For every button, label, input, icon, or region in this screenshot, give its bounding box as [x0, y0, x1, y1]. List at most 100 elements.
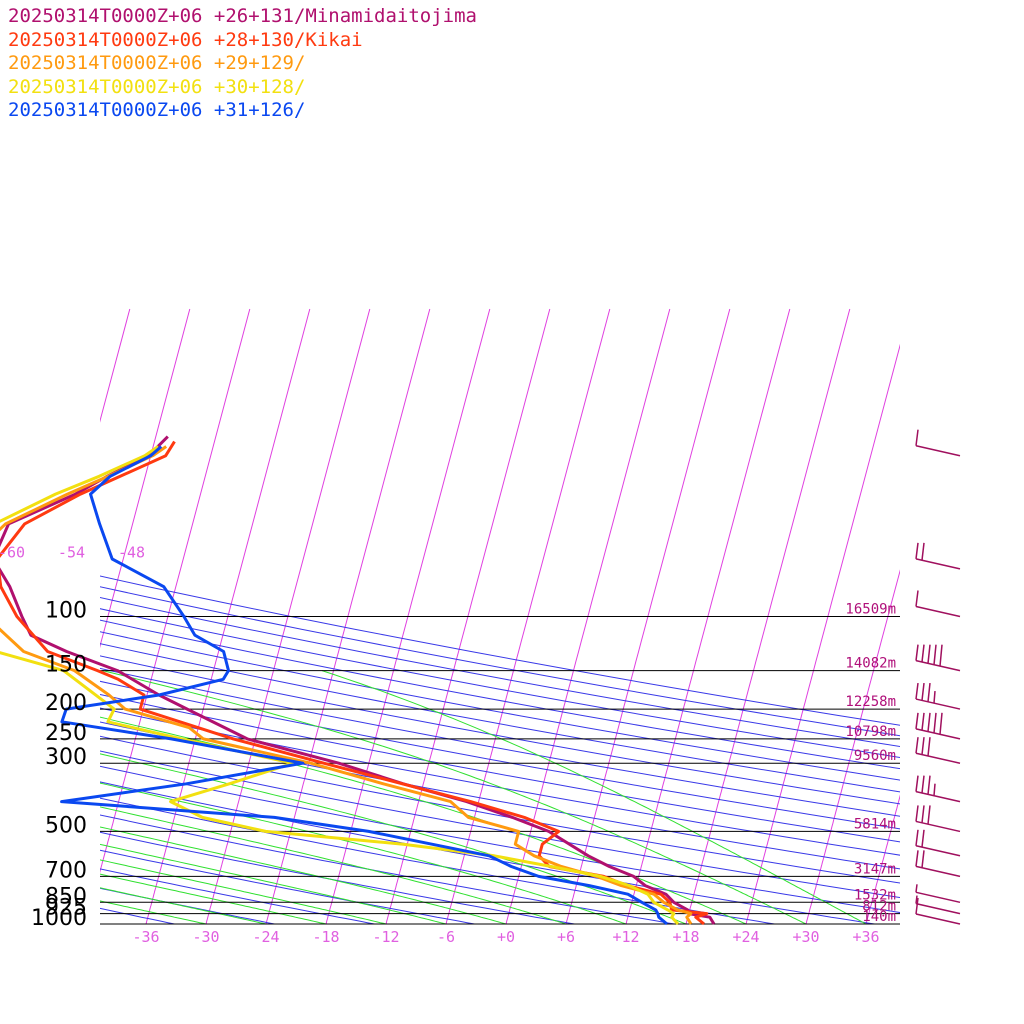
pressure-label: 1000 — [31, 906, 87, 931]
wind-barb-staff — [915, 913, 961, 925]
dry-adiabat-line — [100, 831, 575, 924]
dry-adiabat-line — [100, 643, 900, 793]
height-label: 14082m — [845, 656, 896, 672]
wind-barb-staff — [915, 605, 961, 618]
dry-adiabat-line — [100, 575, 900, 726]
isobars — [100, 616, 900, 925]
wind-barb-flag — [915, 850, 919, 867]
axis-labels: 100 16509m 150 14082m 200 12258m 250 10798m 300 9… — [0, 543, 896, 946]
wind-barb-flag — [915, 590, 919, 607]
wind-barb-flag — [933, 712, 937, 734]
wind-barb — [915, 829, 961, 857]
pressure-label: 850 — [45, 884, 87, 909]
height-label: 1532m — [854, 887, 896, 903]
wind-barb-flag — [927, 805, 931, 825]
moist-adiabat-line — [100, 900, 207, 924]
pressure-label: 500 — [45, 813, 87, 838]
height-label: 12258m — [845, 694, 896, 710]
temp-tick-label: +18 — [672, 928, 699, 946]
wind-barb-flag — [921, 644, 925, 663]
temp-tick-label: -36 — [132, 928, 159, 946]
isotherm-line — [745, 343, 900, 924]
wind-barb-flag — [915, 805, 919, 822]
wind-barb-staff — [915, 902, 961, 915]
wind-barb-flag — [921, 712, 925, 731]
temp-tick-label: -24 — [252, 928, 279, 946]
wind-barb — [915, 895, 961, 915]
wind-barb — [915, 712, 961, 740]
temp-tick-label: -12 — [372, 928, 399, 946]
wind-barb-half — [933, 783, 936, 796]
isotherm-line — [505, 308, 671, 924]
dry-adiabat-line — [100, 586, 900, 737]
isotherm-line — [926, 309, 1024, 924]
height-label: 16509m — [845, 602, 896, 618]
dry-adiabat-line — [100, 619, 900, 770]
height-label: 9560m — [854, 748, 896, 764]
dry-adiabat-line — [100, 797, 775, 924]
upper-temp-label: -54 — [58, 543, 85, 561]
legend-item-31-126: 20250314T0000Z+06 +31+126/ — [8, 99, 306, 121]
upper-temp-label: -48 — [118, 543, 145, 561]
dry-adiabat-line — [100, 721, 900, 870]
wind-barb-flag — [921, 542, 925, 561]
wind-barb-flag — [921, 829, 925, 848]
dry-adiabat-line — [100, 680, 900, 830]
wind-barb-staff — [915, 558, 961, 570]
pressure-label: 925 — [45, 896, 87, 921]
wind-barb-flag — [921, 850, 925, 868]
temp-tick-label: -18 — [312, 928, 339, 946]
temperature-profiles — [0, 435, 716, 926]
wind-barb-staff — [915, 752, 961, 764]
wind-barb — [915, 897, 961, 925]
height-label: 5814m — [854, 816, 896, 832]
upper-temp-label: -60 — [0, 543, 25, 561]
moist-adiabat-line — [100, 843, 447, 924]
wind-barb — [915, 805, 961, 833]
wind-barb-flag — [921, 682, 925, 701]
moist-adiabat-line — [100, 753, 687, 924]
wind-barb-flag — [939, 644, 943, 667]
wind-barb — [915, 682, 961, 710]
dry-adiabat-line — [100, 655, 900, 805]
height-label: 140m — [862, 909, 896, 925]
wind-barb-flag — [915, 737, 919, 754]
wind-barb-flag — [915, 897, 919, 915]
wind-barb — [915, 737, 961, 764]
temp-tick-label: +0 — [497, 928, 515, 946]
moist-adiabat-line — [100, 782, 627, 924]
temp-tick-label: +12 — [612, 928, 639, 946]
dry-adiabat-line — [100, 814, 675, 924]
temp-tick-label: +24 — [732, 928, 759, 946]
wind-barb-flag — [927, 775, 931, 795]
wind-barb — [915, 590, 961, 618]
isotherm-line — [865, 794, 900, 924]
wind-barb-flag — [927, 712, 931, 732]
temperature-profile-line — [60, 445, 668, 926]
temp-tick-label: +36 — [852, 928, 879, 946]
wind-barb — [915, 429, 961, 457]
wind-barbs — [915, 429, 961, 925]
dry-adiabat-line — [100, 667, 900, 817]
temperature-profile-line — [0, 435, 716, 925]
isotherm-line — [565, 308, 731, 924]
moist-adiabat-line — [100, 859, 387, 924]
moist-adiabat-line — [100, 806, 567, 924]
pressure-label: 200 — [45, 691, 87, 716]
wind-barb-flag — [915, 712, 919, 729]
wind-barb-staff — [915, 790, 961, 803]
wind-barb — [915, 542, 961, 570]
height-label: 3147m — [854, 861, 896, 877]
dry-adiabat-line — [100, 707, 900, 856]
pressure-label: 250 — [45, 721, 87, 746]
wind-barb-half — [933, 691, 936, 704]
wind-barb-staff — [915, 845, 961, 857]
legend-item-30-128: 20250314T0000Z+06 +30+128/ — [8, 75, 306, 98]
pressure-label: 300 — [45, 745, 87, 770]
wind-barb — [915, 850, 961, 878]
wind-barb-staff — [915, 444, 961, 457]
isotherm-line — [805, 569, 900, 924]
wind-barb-flag — [927, 682, 931, 702]
temp-tick-label: +6 — [557, 928, 575, 946]
